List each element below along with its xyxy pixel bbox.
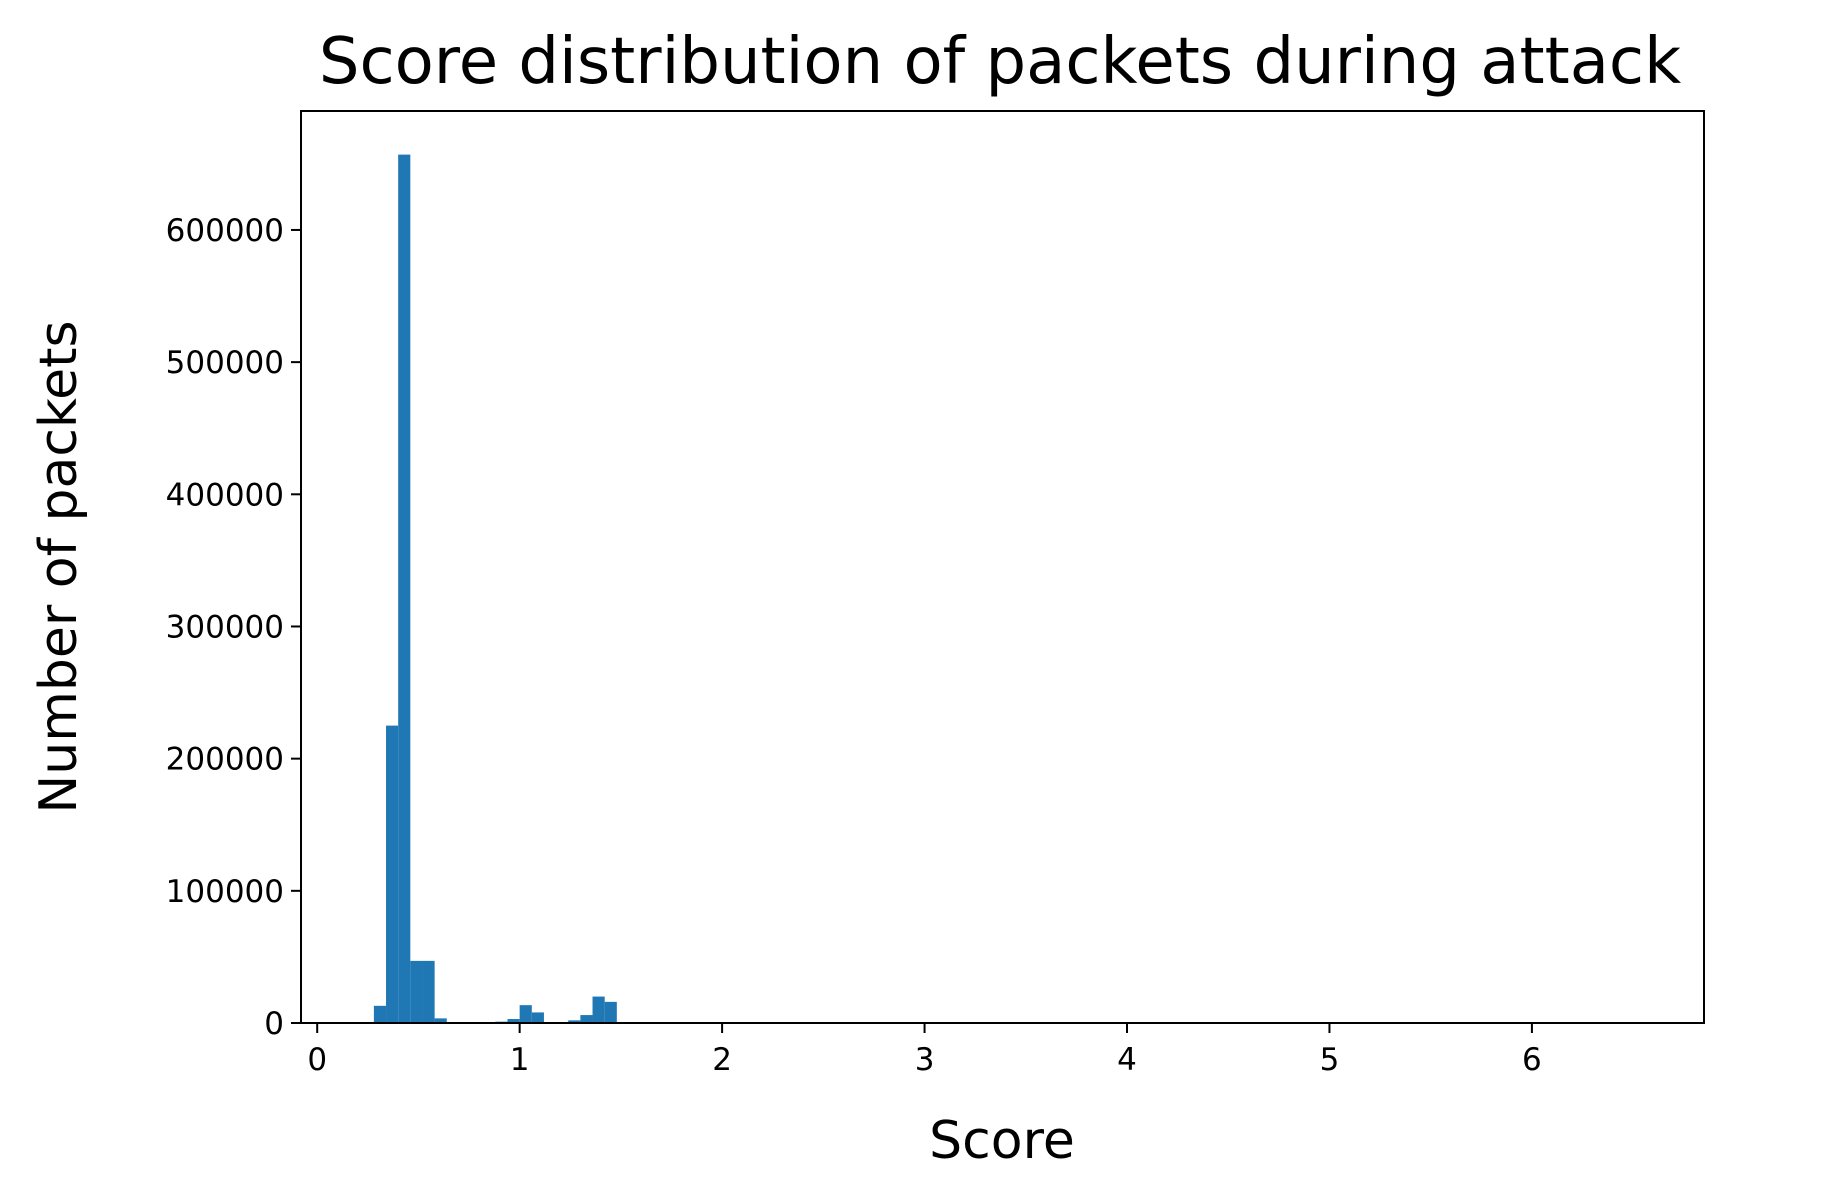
histogram-bar [519,1005,532,1023]
x-tick-label: 0 [307,1042,327,1078]
plot-area-frame [300,110,1705,1024]
x-tick-label: 3 [915,1042,935,1078]
y-tick-label: 600000 [166,213,284,249]
histogram-bar [434,1018,447,1023]
x-tick-label: 4 [1117,1042,1137,1078]
x-tick-label: 1 [510,1042,530,1078]
bars-group [373,154,617,1024]
y-tick-label: 200000 [166,742,284,778]
y-tick-label: 400000 [166,477,284,513]
y-tick-label: 0 [264,1006,284,1042]
chart-title: Score distribution of packets during att… [319,25,1681,99]
y-axis-ticks: 0 100000 200000 300000 400000 500000 600000 [166,213,301,1042]
histogram-bar [580,1015,593,1023]
x-tick-label: 6 [1522,1042,1542,1078]
y-tick-label: 100000 [166,874,284,910]
x-tick-label: 5 [1320,1042,1340,1078]
histogram-bar [373,1005,387,1023]
histogram-bar [568,1020,581,1023]
x-axis-ticks: 0 1 2 3 4 5 6 [307,1023,1542,1078]
y-tick-label: 300000 [166,609,284,645]
histogram-bar [422,960,435,1023]
histogram-bar [386,725,399,1023]
x-tick-label: 2 [712,1042,732,1078]
histogram-bar [531,1012,544,1023]
y-axis-label: Number of packets [29,320,89,813]
histogram-bar [604,1001,617,1023]
histogram-bar [410,960,423,1023]
histogram-bar [592,996,605,1023]
y-tick-label: 500000 [166,345,284,381]
x-axis-label: Score [929,1111,1075,1171]
histogram-bar [507,1019,520,1023]
histogram-bar [398,154,411,1024]
